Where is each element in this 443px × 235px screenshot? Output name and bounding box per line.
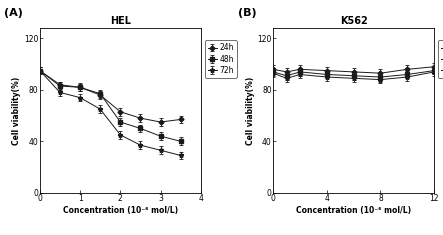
Title: K562: K562 bbox=[340, 16, 368, 26]
Legend: 24h, 48h, 72h: 24h, 48h, 72h bbox=[205, 40, 237, 78]
X-axis label: Concentration (10⁻⁶ mol/L): Concentration (10⁻⁶ mol/L) bbox=[63, 206, 178, 215]
Y-axis label: Cell viability(%): Cell viability(%) bbox=[246, 76, 255, 145]
Y-axis label: Cell viability(%): Cell viability(%) bbox=[12, 76, 21, 145]
Legend: 24h, 48h, 72h: 24h, 48h, 72h bbox=[438, 40, 443, 78]
X-axis label: Concentration (10⁻⁶ mol/L): Concentration (10⁻⁶ mol/L) bbox=[296, 206, 411, 215]
Title: HEL: HEL bbox=[110, 16, 131, 26]
Text: (B): (B) bbox=[238, 8, 256, 19]
Text: (A): (A) bbox=[4, 8, 23, 19]
